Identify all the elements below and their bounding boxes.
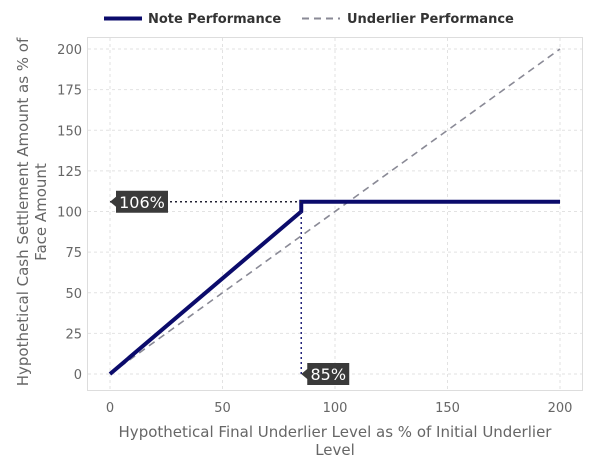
y-tick-label-50: 50 [65,287,82,302]
callout-label-0: 106% [119,193,165,212]
y-tick-label-25: 25 [65,327,82,342]
x-tick-label-50: 50 [214,401,231,416]
y-axis-ticks: 0 25 50 75 100 125 150 175 200 [57,43,82,383]
legend-label-underlier: Underlier Performance [347,12,514,27]
y-tick-label-0: 0 [74,368,82,383]
callout-label-1: 85% [310,365,346,384]
callout-box-1 [301,363,350,385]
y-tick-label-125: 125 [57,165,82,180]
legend-label-note: Note Performance [148,12,281,27]
callouts: 106% 85% [110,190,350,385]
x-axis-title: Hypothetical Final Underlier Level as % … [119,423,553,459]
y-tick-label-150: 150 [57,124,82,139]
x-tick-label-200: 200 [548,401,573,416]
y-axis-title: Hypothetical Cash Settlement Amount as %… [14,37,50,386]
series-line-1 [109,48,561,375]
legend: Note Performance Underlier Performance [104,12,514,27]
x-tick-label-100: 100 [323,401,348,416]
series-line-0 [108,199,560,376]
y-tick-label-75: 75 [65,246,82,261]
series-layer [108,48,561,376]
x-tick-label-150: 150 [435,401,460,416]
plot-frame [87,37,583,391]
x-axis-ticks: 0 50 100 150 200 [106,401,573,416]
callout-box-0 [110,190,168,213]
y-tick-label-175: 175 [57,84,82,99]
x-tick-label-0: 0 [106,401,114,416]
y-tick-label-200: 200 [57,43,82,58]
y-tick-label-100: 100 [57,206,82,221]
